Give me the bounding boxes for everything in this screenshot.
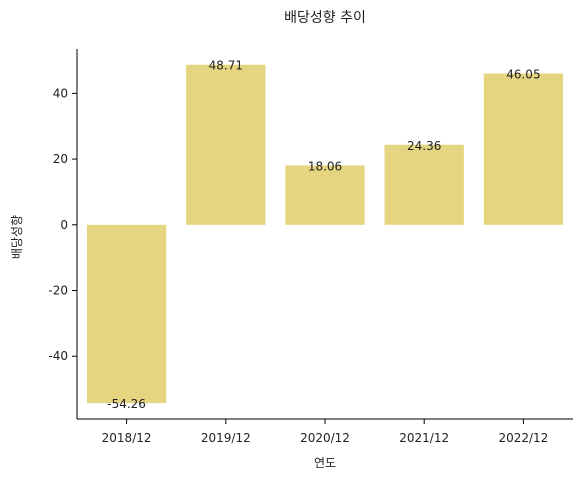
x-tick-label-2022/12: 2022/12 — [498, 431, 548, 445]
bar-2022/12 — [483, 73, 564, 225]
bar-2020/12 — [285, 165, 365, 225]
x-tick-label-2019/12: 2019/12 — [201, 431, 251, 445]
bars-group — [86, 64, 564, 404]
data-label-2020/12: 18.06 — [308, 159, 342, 173]
y-tick-label--20: -20 — [48, 284, 68, 298]
bar-2021/12 — [384, 144, 464, 225]
data-label-2019/12: 48.71 — [209, 59, 243, 73]
bar-2019/12 — [186, 64, 266, 225]
x-tick-label-2021/12: 2021/12 — [399, 431, 449, 445]
data-labels-group: -54.26 48.71 18.06 24.36 46.05 — [107, 59, 540, 411]
x-axis-label: 연도 — [314, 456, 336, 470]
y-axis-label: 배당성향 — [10, 215, 24, 259]
data-label-2021/12: 24.36 — [407, 139, 441, 153]
x-tick-label-2020/12: 2020/12 — [300, 431, 350, 445]
data-label-2022/12: 46.05 — [506, 67, 540, 81]
y-tick-label-0: 0 — [60, 218, 68, 232]
x-tick-label-2018/12: 2018/12 — [102, 431, 152, 445]
chart-title: 배당성향 추이 — [284, 10, 366, 26]
y-tick-label-40: 40 — [53, 86, 68, 100]
y-axis: -40 -20 0 20 40 — [48, 49, 78, 419]
x-axis: 2018/12 2019/12 2020/12 2021/12 2022/12 — [77, 418, 573, 445]
y-tick-label--40: -40 — [48, 349, 68, 363]
y-tick-label-20: 20 — [53, 152, 68, 166]
bar-2018/12 — [86, 224, 167, 404]
data-label-2018/12: -54.26 — [107, 397, 146, 411]
